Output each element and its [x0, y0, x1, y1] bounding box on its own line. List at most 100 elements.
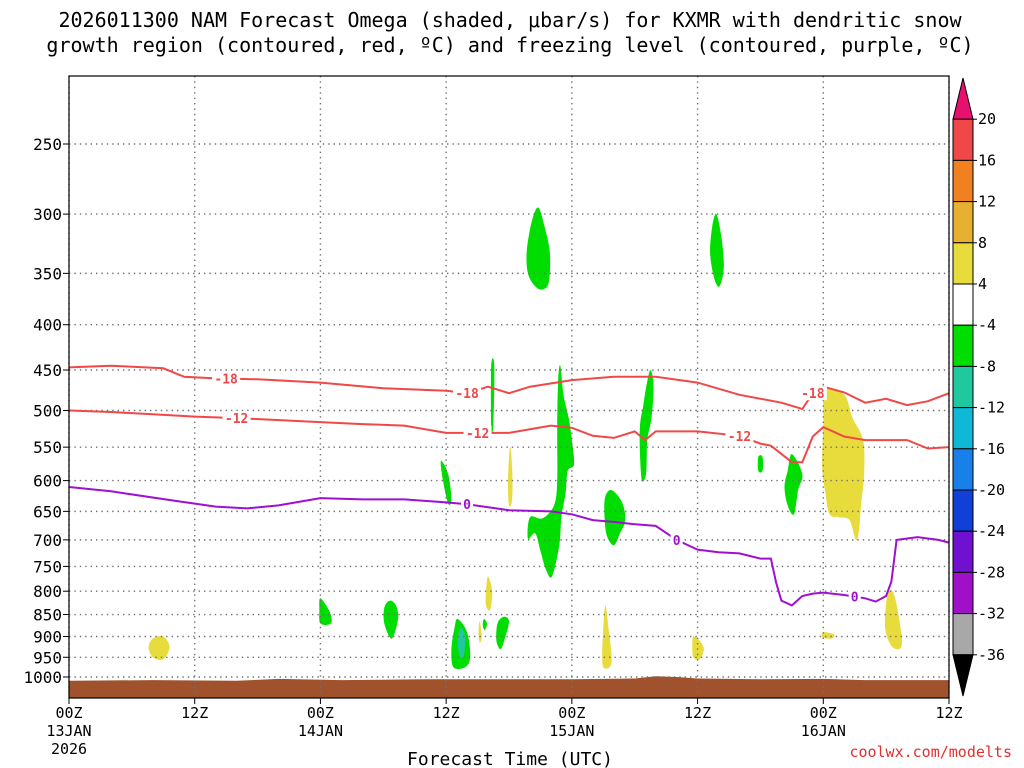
colorbar-segment-4	[952, 242, 974, 285]
y-tick-label-450: 450	[33, 361, 62, 380]
x-tick-label-12: 12Z	[181, 704, 208, 722]
x-tick-date-72: 16JAN	[801, 722, 846, 740]
omega-region-0	[526, 207, 551, 290]
contour-label-bg-zero-2	[848, 589, 861, 604]
colorbar-segment-8	[952, 407, 974, 450]
x-tick-year-0: 2026	[51, 740, 87, 758]
colorbar-segment-7	[952, 365, 974, 409]
colorbar-segment-6	[952, 324, 974, 367]
y-tick-label-400: 400	[33, 316, 62, 335]
y-tick-label-650: 650	[33, 502, 62, 521]
omega-region-1	[710, 213, 724, 287]
x-tick-label-36: 12Z	[433, 704, 460, 722]
x-axis-label: Forecast Time (UTC)	[407, 749, 613, 768]
omega-shading-layer	[148, 207, 903, 670]
colorbar-label-12: -32	[978, 605, 1005, 623]
ground-layer	[69, 676, 949, 698]
colorbar-segment-3	[952, 201, 974, 244]
contour-label-minus12-2: -12	[728, 430, 751, 445]
omega-region-4	[527, 365, 575, 578]
y-tick-label-950: 950	[33, 648, 62, 667]
omega-region-6	[604, 489, 626, 546]
colorbar-label-11: -28	[978, 563, 1005, 581]
colorbar-segment-11	[952, 530, 974, 573]
x-tick-date-24: 14JAN	[298, 722, 343, 740]
y-tick-label-750: 750	[33, 557, 62, 576]
colorbar-label-1: 16	[978, 151, 996, 169]
colorbar-segment-9	[952, 448, 974, 491]
colorbar-segment-10	[952, 489, 974, 532]
chart-title-line2: growth region (contoured, red, ºC) and f…	[46, 33, 973, 57]
omega-region-12	[496, 616, 510, 650]
colorbar-label-7: -12	[978, 399, 1005, 417]
y-tick-label-700: 700	[33, 531, 62, 550]
colorbar-label-2: 12	[978, 193, 996, 211]
colorbar-label-4: 4	[978, 275, 987, 293]
source-credit[interactable]: coolwx.com/modelts	[849, 743, 1012, 761]
omega-region-8	[757, 455, 764, 473]
colorbar-label-6: -8	[978, 357, 996, 375]
colorbar-segment-2	[952, 159, 974, 203]
contour-label-bg-minus18-1	[453, 386, 482, 401]
grid-layer	[68, 76, 950, 698]
colorbar-label-0: 20	[978, 110, 996, 128]
contour-label-bg-zero-1	[670, 532, 683, 547]
omega-region-20	[692, 636, 704, 660]
omega-region-10	[383, 600, 399, 639]
omega-region-23	[884, 590, 903, 650]
contour-label-minus18-2: -18	[801, 387, 825, 402]
colorbar-label-5: -4	[978, 316, 996, 334]
contour-label-bg-minus12-2	[725, 428, 754, 443]
colorbar-label-3: 8	[978, 234, 987, 252]
omega-region-13	[482, 618, 488, 631]
y-tick-label-600: 600	[33, 472, 62, 491]
y-tick-label-850: 850	[33, 606, 62, 625]
y-tick-label-1000: 1000	[23, 668, 62, 687]
contour-label-bg-zero-0	[461, 497, 474, 512]
x-tick-label-72: 00Z	[810, 704, 837, 722]
contour-label-bg-minus18-2	[798, 386, 827, 401]
contour-layer: -18 -18 -18 -12 -12 -12 0 0 0	[68, 364, 950, 607]
omega-region-5	[639, 370, 654, 482]
y-tick-label-800: 800	[33, 582, 62, 601]
omega-region-7	[784, 454, 803, 515]
colorbar-label-9: -20	[978, 481, 1005, 499]
contour-label-minus18-0: -18	[214, 373, 238, 388]
contour-label-bg-minus12-1	[463, 425, 492, 440]
y-tick-label-250: 250	[33, 135, 62, 154]
colorbar-segment-12	[952, 571, 974, 615]
contour-label-minus12-1: -12	[466, 427, 489, 442]
y-tick-label-550: 550	[33, 438, 62, 457]
contour-label-zero-2: 0	[851, 591, 859, 606]
omega-region-21	[822, 388, 865, 541]
contour-label-bg-minus18-0	[212, 371, 241, 386]
y-tick-label-500: 500	[33, 402, 62, 421]
y-tick-label-350: 350	[33, 264, 62, 283]
x-tick-label-60: 12Z	[684, 704, 711, 722]
omega-region-17	[478, 621, 482, 643]
colorbar-segment-0	[952, 77, 974, 120]
colorbar-label-10: -24	[978, 522, 1005, 540]
colorbar-segment-13	[952, 613, 974, 656]
contour-label-bg-minus12-0	[222, 411, 251, 426]
ground-surface	[69, 676, 949, 698]
colorbar-segment-1	[952, 118, 974, 161]
omega-region-18	[148, 635, 170, 660]
omega-region-14	[457, 627, 466, 659]
contour-label-zero-0: 0	[463, 498, 471, 513]
omega-region-16	[485, 576, 493, 611]
contour-minus12	[68, 409, 950, 464]
x-tick-date-48: 15JAN	[549, 722, 594, 740]
x-tick-label-24: 00Z	[307, 704, 334, 722]
omega-region-19	[602, 605, 612, 669]
chart-title-line1: 2026011300 NAM Forecast Omega (shaded, μ…	[58, 8, 962, 32]
omega-region-15	[507, 446, 513, 507]
x-tick-date-0: 13JAN	[46, 722, 91, 740]
contour-label-minus18-1: -18	[455, 387, 479, 402]
y-tick-label-300: 300	[33, 205, 62, 224]
omega-region-3	[490, 358, 495, 434]
x-tick-label-0: 00Z	[55, 704, 82, 722]
contour-zero	[68, 486, 950, 607]
